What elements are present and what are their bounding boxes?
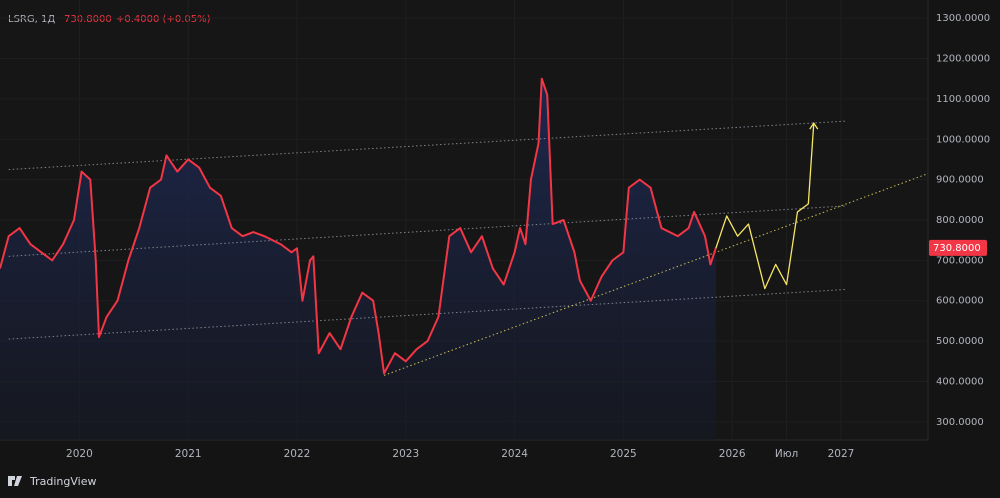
price-tag bbox=[929, 239, 987, 256]
y-tick-label: 1100.0000 bbox=[936, 94, 990, 105]
price-line bbox=[715, 123, 815, 290]
x-tick-label: 2023 bbox=[392, 448, 419, 460]
x-tick-label: 2021 bbox=[175, 448, 202, 460]
y-tick-label: 600.0000 bbox=[936, 296, 984, 307]
x-tick-label: 2024 bbox=[501, 448, 528, 460]
y-tick-label: 900.0000 bbox=[936, 175, 984, 186]
y-tick-label: 1000.0000 bbox=[936, 134, 990, 145]
price-tag-label: 730.8000 bbox=[933, 243, 981, 254]
y-tick-label: 400.0000 bbox=[936, 376, 984, 387]
arrow-head bbox=[809, 121, 819, 130]
x-tick-label: 2027 bbox=[828, 448, 855, 460]
x-tick-label: 2026 bbox=[719, 448, 746, 460]
price-line bbox=[0, 77, 717, 375]
area bbox=[0, 78, 716, 440]
y-tick-label: 700.0000 bbox=[936, 255, 984, 266]
y-tick-label: 500.0000 bbox=[936, 336, 984, 347]
change: +0.4000 (+0.05%) bbox=[116, 14, 211, 25]
x-tick-label: 2022 bbox=[284, 448, 311, 460]
y-tick-label: 1300.0000 bbox=[936, 13, 990, 24]
x-tick-label: Июл bbox=[775, 448, 798, 460]
y-tick-label: 1200.0000 bbox=[936, 54, 990, 65]
brand: TradingView bbox=[29, 475, 96, 488]
trend-line bbox=[383, 173, 929, 376]
x-tick-label: 2020 bbox=[66, 448, 93, 460]
y-tick-label: 800.0000 bbox=[936, 215, 984, 226]
x-tick-label: 2025 bbox=[610, 448, 637, 460]
y-tick-label: 300.0000 bbox=[936, 417, 984, 428]
symbol: LSRG, 1Д bbox=[8, 14, 55, 25]
price: 730.8000 bbox=[64, 14, 112, 25]
logo bbox=[8, 476, 22, 486]
